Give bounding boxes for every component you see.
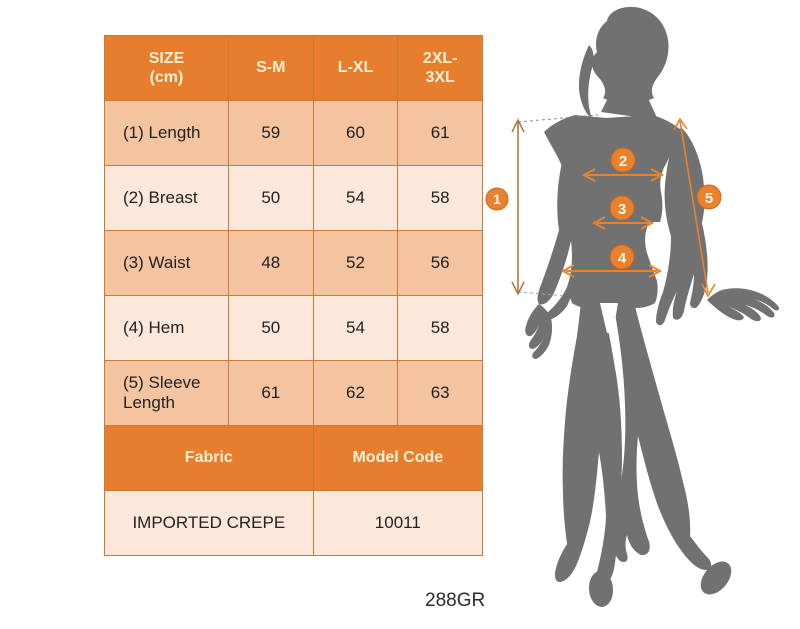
svg-text:2: 2 bbox=[619, 153, 627, 170]
svg-text:3: 3 bbox=[618, 201, 626, 218]
svg-text:5: 5 bbox=[705, 190, 713, 207]
svg-text:4: 4 bbox=[618, 250, 627, 267]
svg-text:1: 1 bbox=[493, 191, 501, 207]
